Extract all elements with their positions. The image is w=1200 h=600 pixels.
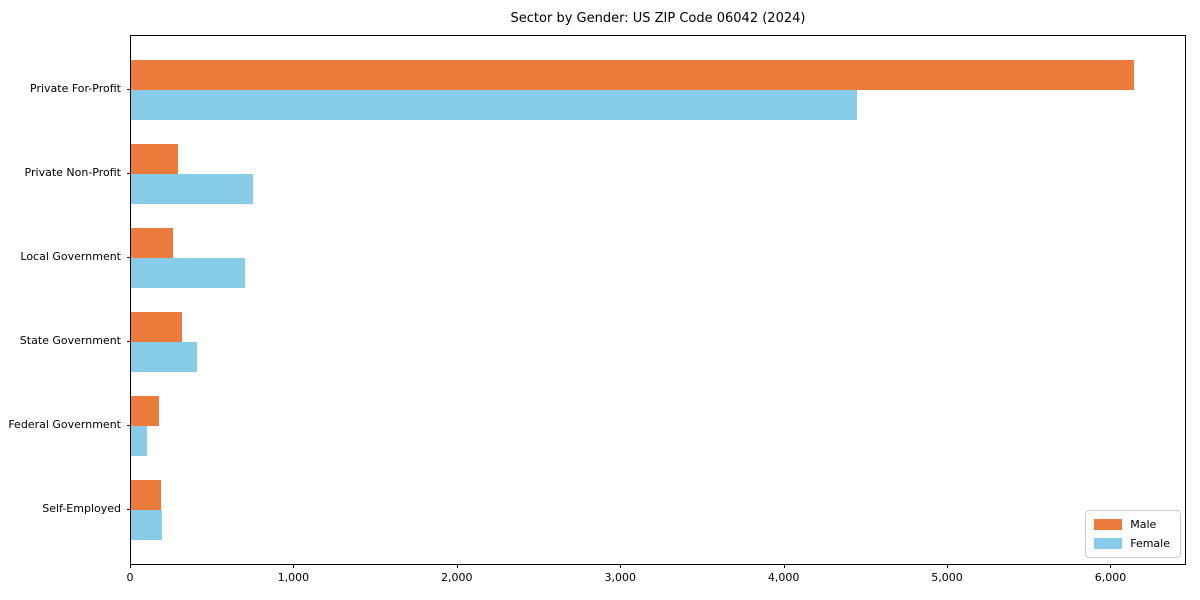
y-tick-mark: [127, 341, 131, 342]
x-tick-label: 0: [126, 571, 134, 584]
plot-area: Male Female: [130, 35, 1186, 565]
legend-entry-male: Male: [1094, 518, 1170, 531]
y-tick-mark: [127, 257, 131, 258]
legend: Male Female: [1085, 510, 1181, 558]
legend-label-female: Female: [1130, 537, 1170, 550]
bar-male: [131, 228, 174, 258]
bar-female: [131, 258, 245, 288]
x-tick-mark: [130, 564, 131, 568]
bar-female: [131, 174, 253, 204]
bar-male: [131, 144, 178, 174]
bar-female: [131, 426, 148, 456]
bar-male: [131, 396, 159, 426]
male-swatch-icon: [1094, 519, 1123, 530]
x-tick-label: 2,000: [441, 571, 473, 584]
x-tick-mark: [783, 564, 785, 568]
y-tick-label: State Government: [19, 334, 121, 347]
x-tick-label: 6,000: [1094, 571, 1127, 584]
female-swatch-icon: [1094, 538, 1123, 549]
y-tick-mark: [127, 173, 131, 174]
x-tick-mark: [1110, 564, 1112, 568]
legend-label-male: Male: [1130, 518, 1157, 531]
y-tick-label: Private For-Profit: [30, 82, 121, 95]
x-tick-mark: [456, 564, 458, 568]
bar-male: [131, 312, 183, 342]
x-tick-label: 3,000: [604, 571, 636, 584]
y-tick-label: Local Government: [20, 250, 121, 263]
bar-female: [131, 342, 198, 372]
x-tick-mark: [947, 564, 949, 568]
y-tick-label: Federal Government: [8, 418, 121, 431]
bar-female: [131, 90, 857, 120]
chart-title: Sector by Gender: US ZIP Code 06042 (202…: [510, 11, 806, 26]
y-tick-label: Private Non-Profit: [24, 166, 121, 179]
bar-male: [131, 480, 162, 510]
x-tick-label: 4,000: [767, 571, 800, 584]
x-tick-label: 5,000: [931, 571, 963, 584]
x-tick-label: 1,000: [277, 571, 310, 584]
x-tick-mark: [293, 564, 295, 568]
y-tick-mark: [127, 89, 131, 90]
legend-entry-female: Female: [1094, 537, 1170, 550]
y-tick-mark: [127, 509, 131, 510]
y-tick-mark: [127, 425, 131, 426]
x-tick-mark: [620, 564, 622, 568]
bar-male: [131, 60, 1135, 90]
bar-female: [131, 510, 163, 540]
y-tick-label: Self-Employed: [42, 502, 121, 515]
